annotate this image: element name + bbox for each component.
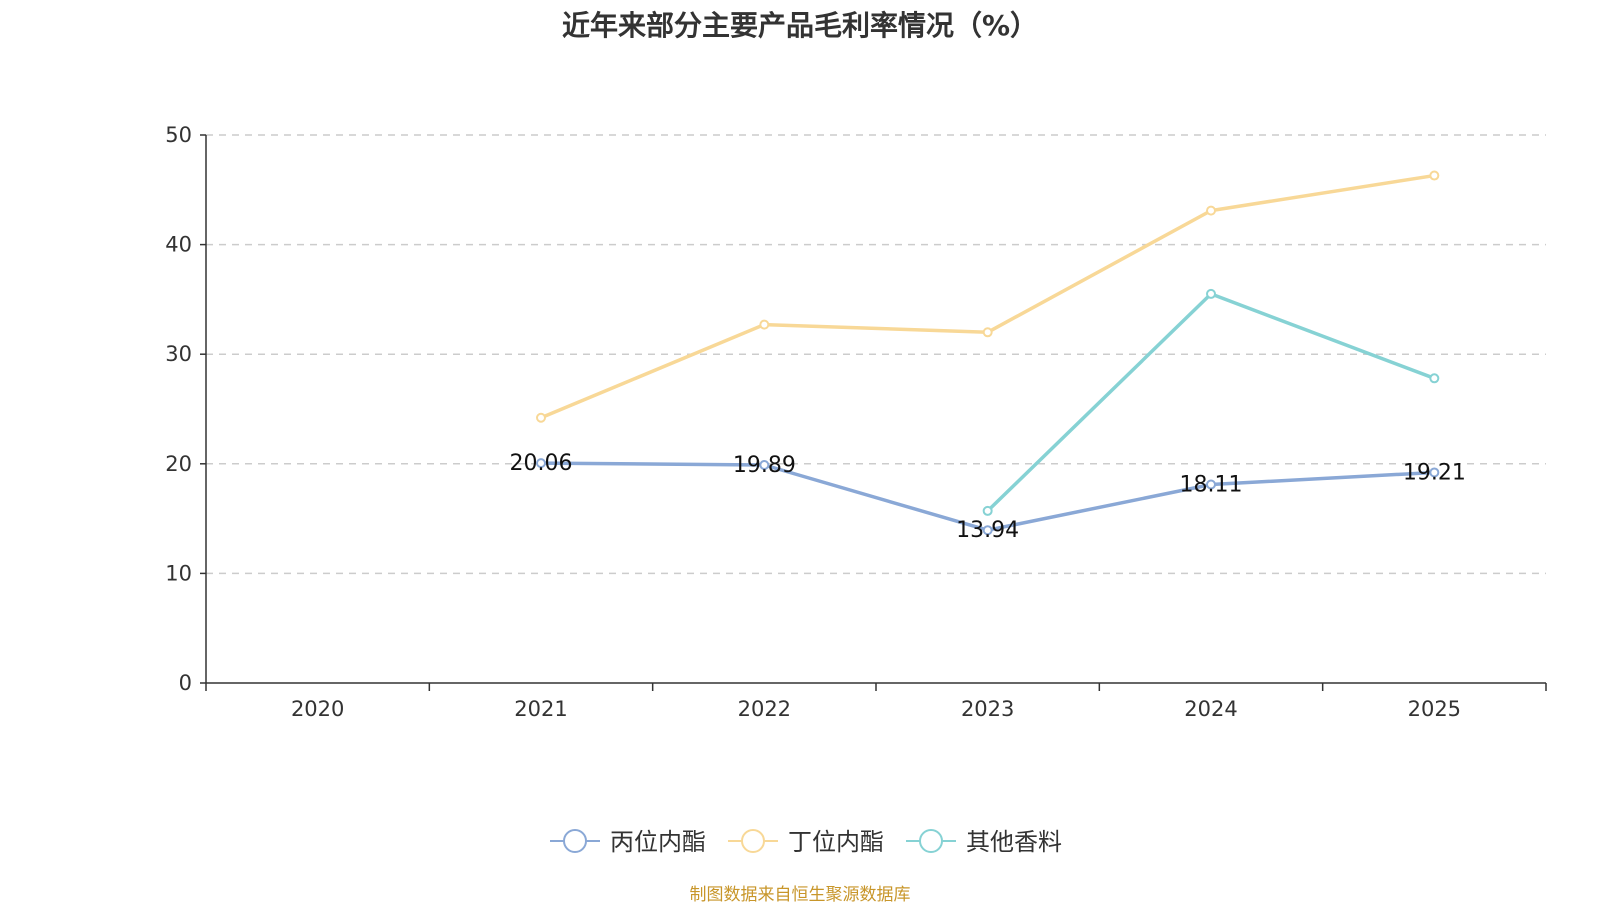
data-point-s3-2023 xyxy=(982,505,993,516)
data-point-s1-2023 xyxy=(982,525,993,536)
data-point-s3-2025 xyxy=(1429,373,1440,384)
x-tick-label-2021: 2021 xyxy=(514,697,567,721)
data-point-s1-2024 xyxy=(1206,479,1216,490)
data-point-s2-2025 xyxy=(1429,170,1440,181)
data-point-s3-2024 xyxy=(1206,288,1216,299)
y-tick-label-0: 0 xyxy=(179,671,192,695)
data-label-s1-2025: 19.21 xyxy=(1403,460,1466,485)
data-point-s1-2021 xyxy=(536,458,546,469)
y-tick-label-20: 20 xyxy=(165,452,192,476)
y-tick-label-40: 40 xyxy=(165,233,192,257)
data-point-s2-2024 xyxy=(1206,205,1216,216)
line-chart: 0 10 20 30 40 50 2020 2021 2022 2023 2024 2025 20.06… xyxy=(165,123,1547,856)
data-point-s2-2023 xyxy=(982,327,993,338)
series-line-2 xyxy=(540,173,1435,420)
x-tick-label-2023: 2023 xyxy=(961,697,1014,721)
legend-label-1: 丙位内酯 xyxy=(610,828,706,856)
data-label-s1-2024: 18.11 xyxy=(1180,473,1243,498)
x-tick-label-2020: 2020 xyxy=(291,697,344,721)
legend-marker-2 xyxy=(741,829,765,853)
legend-label-2: 丁位内酯 xyxy=(788,828,884,856)
data-source-note: 制图数据来自恒生聚源数据库 xyxy=(689,885,911,905)
data-point-s2-2021 xyxy=(536,412,546,423)
legend-marker-3 xyxy=(919,829,943,853)
data-point-s1-2025 xyxy=(1429,467,1440,478)
data-point-s1-2022 xyxy=(759,460,770,471)
x-tick-label-2025: 2025 xyxy=(1408,697,1461,721)
y-tick-label-30: 30 xyxy=(165,342,192,366)
y-tick-label-10: 10 xyxy=(165,561,192,585)
data-label-s1-2023: 13.94 xyxy=(956,518,1019,543)
data-label-s1-2022: 19.89 xyxy=(733,453,796,478)
chart-title: 近年来部分主要产品毛利率情况（%） xyxy=(561,9,1039,42)
x-tick-label-2022: 2022 xyxy=(738,697,791,721)
x-tick-label-2024: 2024 xyxy=(1184,697,1237,721)
legend-marker-1 xyxy=(563,829,587,853)
y-tick-label-50: 50 xyxy=(165,123,192,147)
data-label-s1-2021: 20.06 xyxy=(510,451,573,476)
legend-label-3: 其他香料 xyxy=(966,828,1062,856)
data-point-s2-2022 xyxy=(759,319,770,330)
